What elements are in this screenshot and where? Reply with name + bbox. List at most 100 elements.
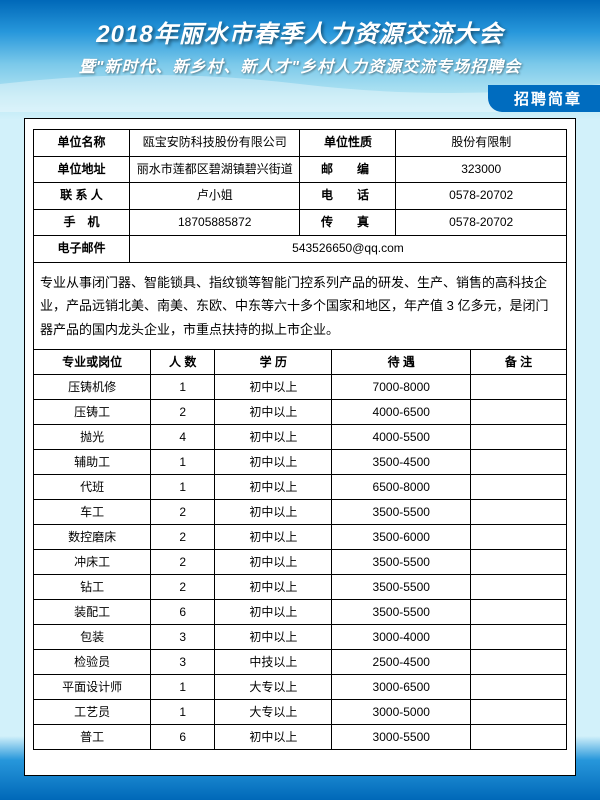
cell xyxy=(471,700,567,725)
jobs-col-1: 人 数 xyxy=(151,350,215,375)
value-company-nature: 股份有限制 xyxy=(396,130,567,157)
cell: 3000-6500 xyxy=(332,675,471,700)
cell: 初中以上 xyxy=(215,375,332,400)
cell: 1 xyxy=(151,675,215,700)
table-row: 包装3初中以上3000-4000 xyxy=(34,625,567,650)
cell: 2 xyxy=(151,550,215,575)
cell: 初中以上 xyxy=(215,475,332,500)
cell xyxy=(471,625,567,650)
cell: 检验员 xyxy=(34,650,151,675)
cell xyxy=(471,450,567,475)
cell: 6500-8000 xyxy=(332,475,471,500)
cell xyxy=(471,375,567,400)
label-company-nature: 单位性质 xyxy=(300,130,396,157)
cell: 车工 xyxy=(34,500,151,525)
table-row: 压铸工2初中以上4000-6500 xyxy=(34,400,567,425)
ribbon-badge: 招聘简章 xyxy=(488,85,600,112)
cell: 数控磨床 xyxy=(34,525,151,550)
cell: 工艺员 xyxy=(34,700,151,725)
cell: 3500-4500 xyxy=(332,450,471,475)
cell: 1 xyxy=(151,700,215,725)
content-panel: 单位名称 瓯宝安防科技股份有限公司 单位性质 股份有限制 单位地址 丽水市莲都区… xyxy=(24,118,576,776)
value-postcode: 323000 xyxy=(396,156,567,183)
cell: 压铸机修 xyxy=(34,375,151,400)
cell: 7000-8000 xyxy=(332,375,471,400)
cell: 4000-6500 xyxy=(332,400,471,425)
jobs-col-0: 专业或岗位 xyxy=(34,350,151,375)
cell: 装配工 xyxy=(34,600,151,625)
table-row: 压铸机修1初中以上7000-8000 xyxy=(34,375,567,400)
cell: 中技以上 xyxy=(215,650,332,675)
cell: 初中以上 xyxy=(215,525,332,550)
cell xyxy=(471,550,567,575)
cell: 3500-5500 xyxy=(332,600,471,625)
cell: 初中以上 xyxy=(215,625,332,650)
cell: 4000-5500 xyxy=(332,425,471,450)
label-company-name: 单位名称 xyxy=(34,130,130,157)
cell: 3000-5500 xyxy=(332,725,471,750)
cell: 4 xyxy=(151,425,215,450)
label-email: 电子邮件 xyxy=(34,236,130,263)
company-info-table: 单位名称 瓯宝安防科技股份有限公司 单位性质 股份有限制 单位地址 丽水市莲都区… xyxy=(33,129,567,263)
table-row: 数控磨床2初中以上3500-6000 xyxy=(34,525,567,550)
table-row: 普工6初中以上3000-5500 xyxy=(34,725,567,750)
cell: 2500-4500 xyxy=(332,650,471,675)
cell: 1 xyxy=(151,475,215,500)
jobs-col-4: 备 注 xyxy=(471,350,567,375)
cell: 3500-6000 xyxy=(332,525,471,550)
cell: 3 xyxy=(151,625,215,650)
cell: 包装 xyxy=(34,625,151,650)
label-address: 单位地址 xyxy=(34,156,130,183)
cell: 初中以上 xyxy=(215,575,332,600)
value-contact: 卢小姐 xyxy=(129,183,300,210)
table-row: 工艺员1大专以上3000-5000 xyxy=(34,700,567,725)
cell: 初中以上 xyxy=(215,400,332,425)
label-postcode: 邮 编 xyxy=(300,156,396,183)
cell: 2 xyxy=(151,575,215,600)
poster-header: 2018年丽水市春季人力资源交流大会 暨"新时代、新乡村、新人才"乡村人力资源交… xyxy=(0,0,600,85)
cell: 大专以上 xyxy=(215,675,332,700)
cell: 6 xyxy=(151,600,215,625)
cell: 3500-5500 xyxy=(332,575,471,600)
jobs-col-3: 待 遇 xyxy=(332,350,471,375)
cell: 2 xyxy=(151,500,215,525)
label-fax: 传 真 xyxy=(300,209,396,236)
title-main: 2018年丽水市春季人力资源交流大会 xyxy=(0,14,600,49)
cell: 初中以上 xyxy=(215,600,332,625)
jobs-table: 专业或岗位人 数学 历待 遇备 注 压铸机修1初中以上7000-8000压铸工2… xyxy=(33,349,567,750)
value-fax: 0578-20702 xyxy=(396,209,567,236)
table-row: 冲床工2初中以上3500-5500 xyxy=(34,550,567,575)
table-row: 代班1初中以上6500-8000 xyxy=(34,475,567,500)
cell xyxy=(471,675,567,700)
value-mobile: 18705885872 xyxy=(129,209,300,236)
cell xyxy=(471,725,567,750)
cell: 初中以上 xyxy=(215,550,332,575)
table-row: 车工2初中以上3500-5500 xyxy=(34,500,567,525)
cell: 1 xyxy=(151,450,215,475)
cell: 2 xyxy=(151,400,215,425)
table-row: 辅助工1初中以上3500-4500 xyxy=(34,450,567,475)
cell: 大专以上 xyxy=(215,700,332,725)
cell xyxy=(471,425,567,450)
cell xyxy=(471,400,567,425)
cell xyxy=(471,475,567,500)
label-phone: 电 话 xyxy=(300,183,396,210)
label-contact: 联 系 人 xyxy=(34,183,130,210)
cell xyxy=(471,575,567,600)
value-phone: 0578-20702 xyxy=(396,183,567,210)
cell: 平面设计师 xyxy=(34,675,151,700)
table-row: 抛光4初中以上4000-5500 xyxy=(34,425,567,450)
cell: 3500-5500 xyxy=(332,500,471,525)
cell: 普工 xyxy=(34,725,151,750)
cell xyxy=(471,500,567,525)
table-row: 平面设计师1大专以上3000-6500 xyxy=(34,675,567,700)
cell xyxy=(471,650,567,675)
cell: 3500-5500 xyxy=(332,550,471,575)
cell: 2 xyxy=(151,525,215,550)
value-company-name: 瓯宝安防科技股份有限公司 xyxy=(129,130,300,157)
title-sub: 暨"新时代、新乡村、新人才"乡村人力资源交流专场招聘会 xyxy=(0,53,600,77)
jobs-col-2: 学 历 xyxy=(215,350,332,375)
table-row: 检验员3中技以上2500-4500 xyxy=(34,650,567,675)
cell: 抛光 xyxy=(34,425,151,450)
cell: 辅助工 xyxy=(34,450,151,475)
